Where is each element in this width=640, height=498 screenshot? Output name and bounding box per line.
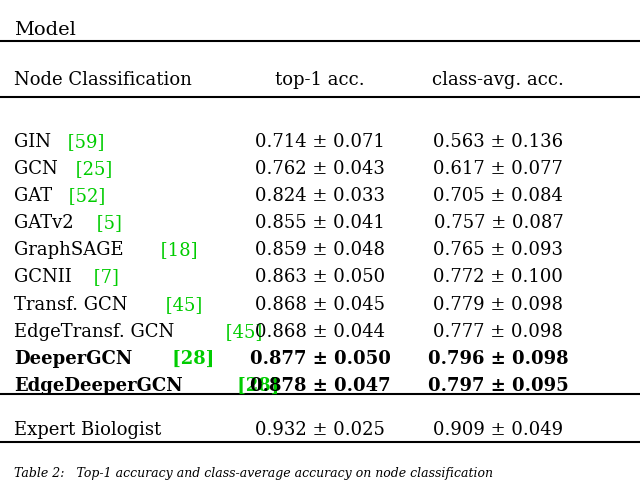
Text: 0.777 ± 0.098: 0.777 ± 0.098: [433, 323, 563, 341]
Text: Node Classification: Node Classification: [14, 71, 192, 89]
Text: 0.563 ± 0.136: 0.563 ± 0.136: [433, 133, 563, 151]
Text: 0.797 ± 0.095: 0.797 ± 0.095: [428, 377, 569, 395]
Text: 0.863 ± 0.050: 0.863 ± 0.050: [255, 268, 385, 286]
Text: EdgeDeeperGCN: EdgeDeeperGCN: [14, 377, 183, 395]
Text: GAT: GAT: [14, 187, 52, 205]
Text: 0.877 ± 0.050: 0.877 ± 0.050: [250, 350, 390, 368]
Text: Expert Biologist: Expert Biologist: [14, 421, 161, 439]
Text: top-1 acc.: top-1 acc.: [275, 71, 365, 89]
Text: [59]: [59]: [61, 133, 104, 151]
Text: [5]: [5]: [91, 214, 122, 232]
Text: 0.714 ± 0.071: 0.714 ± 0.071: [255, 133, 385, 151]
Text: [28]: [28]: [231, 377, 279, 395]
Text: [25]: [25]: [70, 160, 113, 178]
Text: 0.868 ± 0.045: 0.868 ± 0.045: [255, 296, 385, 314]
Text: GIN: GIN: [14, 133, 51, 151]
Text: EdgeTransf. GCN: EdgeTransf. GCN: [14, 323, 174, 341]
Text: GATv2: GATv2: [14, 214, 74, 232]
Text: [18]: [18]: [155, 242, 198, 259]
Text: GraphSAGE: GraphSAGE: [14, 242, 124, 259]
Text: 0.757 ± 0.087: 0.757 ± 0.087: [433, 214, 563, 232]
Text: 0.705 ± 0.084: 0.705 ± 0.084: [433, 187, 563, 205]
Text: GCN: GCN: [14, 160, 58, 178]
Text: 0.762 ± 0.043: 0.762 ± 0.043: [255, 160, 385, 178]
Text: [45]: [45]: [160, 296, 202, 314]
Text: 0.772 ± 0.100: 0.772 ± 0.100: [433, 268, 563, 286]
Text: Table 2:   Top-1 accuracy and class-average accuracy on node classification: Table 2: Top-1 accuracy and class-averag…: [14, 467, 493, 480]
Text: [7]: [7]: [88, 268, 119, 286]
Text: 0.855 ± 0.041: 0.855 ± 0.041: [255, 214, 385, 232]
Text: 0.796 ± 0.098: 0.796 ± 0.098: [428, 350, 569, 368]
Text: 0.909 ± 0.049: 0.909 ± 0.049: [433, 421, 563, 439]
Text: Model: Model: [14, 21, 76, 39]
Text: [28]: [28]: [166, 350, 214, 368]
Text: 0.617 ± 0.077: 0.617 ± 0.077: [433, 160, 563, 178]
Text: DeeperGCN: DeeperGCN: [14, 350, 132, 368]
Text: 0.779 ± 0.098: 0.779 ± 0.098: [433, 296, 563, 314]
Text: 0.878 ± 0.047: 0.878 ± 0.047: [250, 377, 390, 395]
Text: 0.765 ± 0.093: 0.765 ± 0.093: [433, 242, 563, 259]
Text: class-avg. acc.: class-avg. acc.: [433, 71, 564, 89]
Text: [52]: [52]: [63, 187, 106, 205]
Text: 0.859 ± 0.048: 0.859 ± 0.048: [255, 242, 385, 259]
Text: Transf. GCN: Transf. GCN: [14, 296, 127, 314]
Text: 0.932 ± 0.025: 0.932 ± 0.025: [255, 421, 385, 439]
Text: [45]: [45]: [220, 323, 262, 341]
Text: GCNII: GCNII: [14, 268, 72, 286]
Text: 0.824 ± 0.033: 0.824 ± 0.033: [255, 187, 385, 205]
Text: 0.868 ± 0.044: 0.868 ± 0.044: [255, 323, 385, 341]
